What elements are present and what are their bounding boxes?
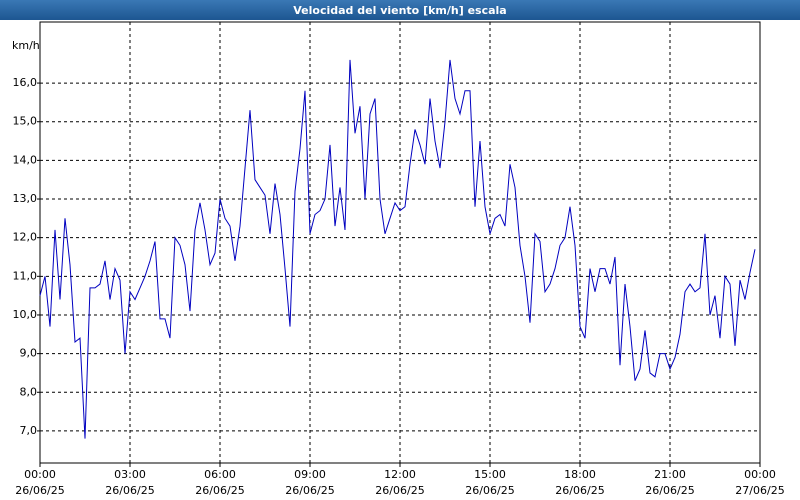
y-tick-label: 7,0 [20,424,38,437]
x-tick-label: 12:00 26/06/25 [375,468,424,497]
x-tick-label: 21:00 26/06/25 [645,468,694,497]
x-tick-label: 00:00 27/06/25 [735,468,784,497]
x-tick-label: 00:00 26/06/25 [15,468,64,497]
y-tick-label: 8,0 [20,385,38,398]
title-bar [0,0,800,20]
x-tick-label: 03:00 26/06/25 [105,468,154,497]
series-line [39,59,756,439]
y-tick-label: 11,0 [13,269,38,282]
y-tick-label: 15,0 [13,115,38,128]
x-tick-label: 15:00 26/06/25 [465,468,514,497]
chart-title: Velocidad del viento [km/h] escala [293,4,506,17]
y-axis-label: km/h [12,39,40,52]
y-tick-label: 16,0 [13,76,38,89]
x-tick-label: 09:00 26/06/25 [285,468,334,497]
x-tick-label: 18:00 26/06/25 [555,468,604,497]
y-tick-label: 14,0 [13,153,38,166]
y-tick-label: 12,0 [13,231,38,244]
y-tick-label: 13,0 [13,192,38,205]
y-tick-label: 9,0 [20,347,38,360]
y-tick-label: 10,0 [13,308,38,321]
x-tick-label: 06:00 26/06/25 [195,468,244,497]
